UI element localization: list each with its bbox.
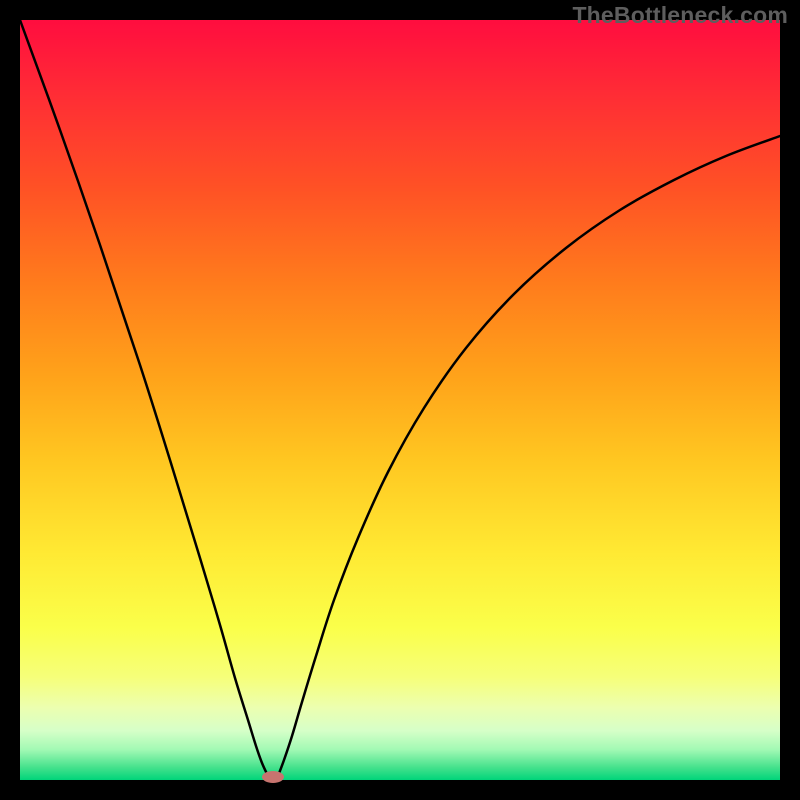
bottleneck-chart — [0, 0, 800, 800]
chart-background-gradient — [20, 20, 780, 780]
watermark-text: TheBottleneck.com — [572, 2, 788, 29]
optimal-point-marker — [262, 771, 284, 783]
